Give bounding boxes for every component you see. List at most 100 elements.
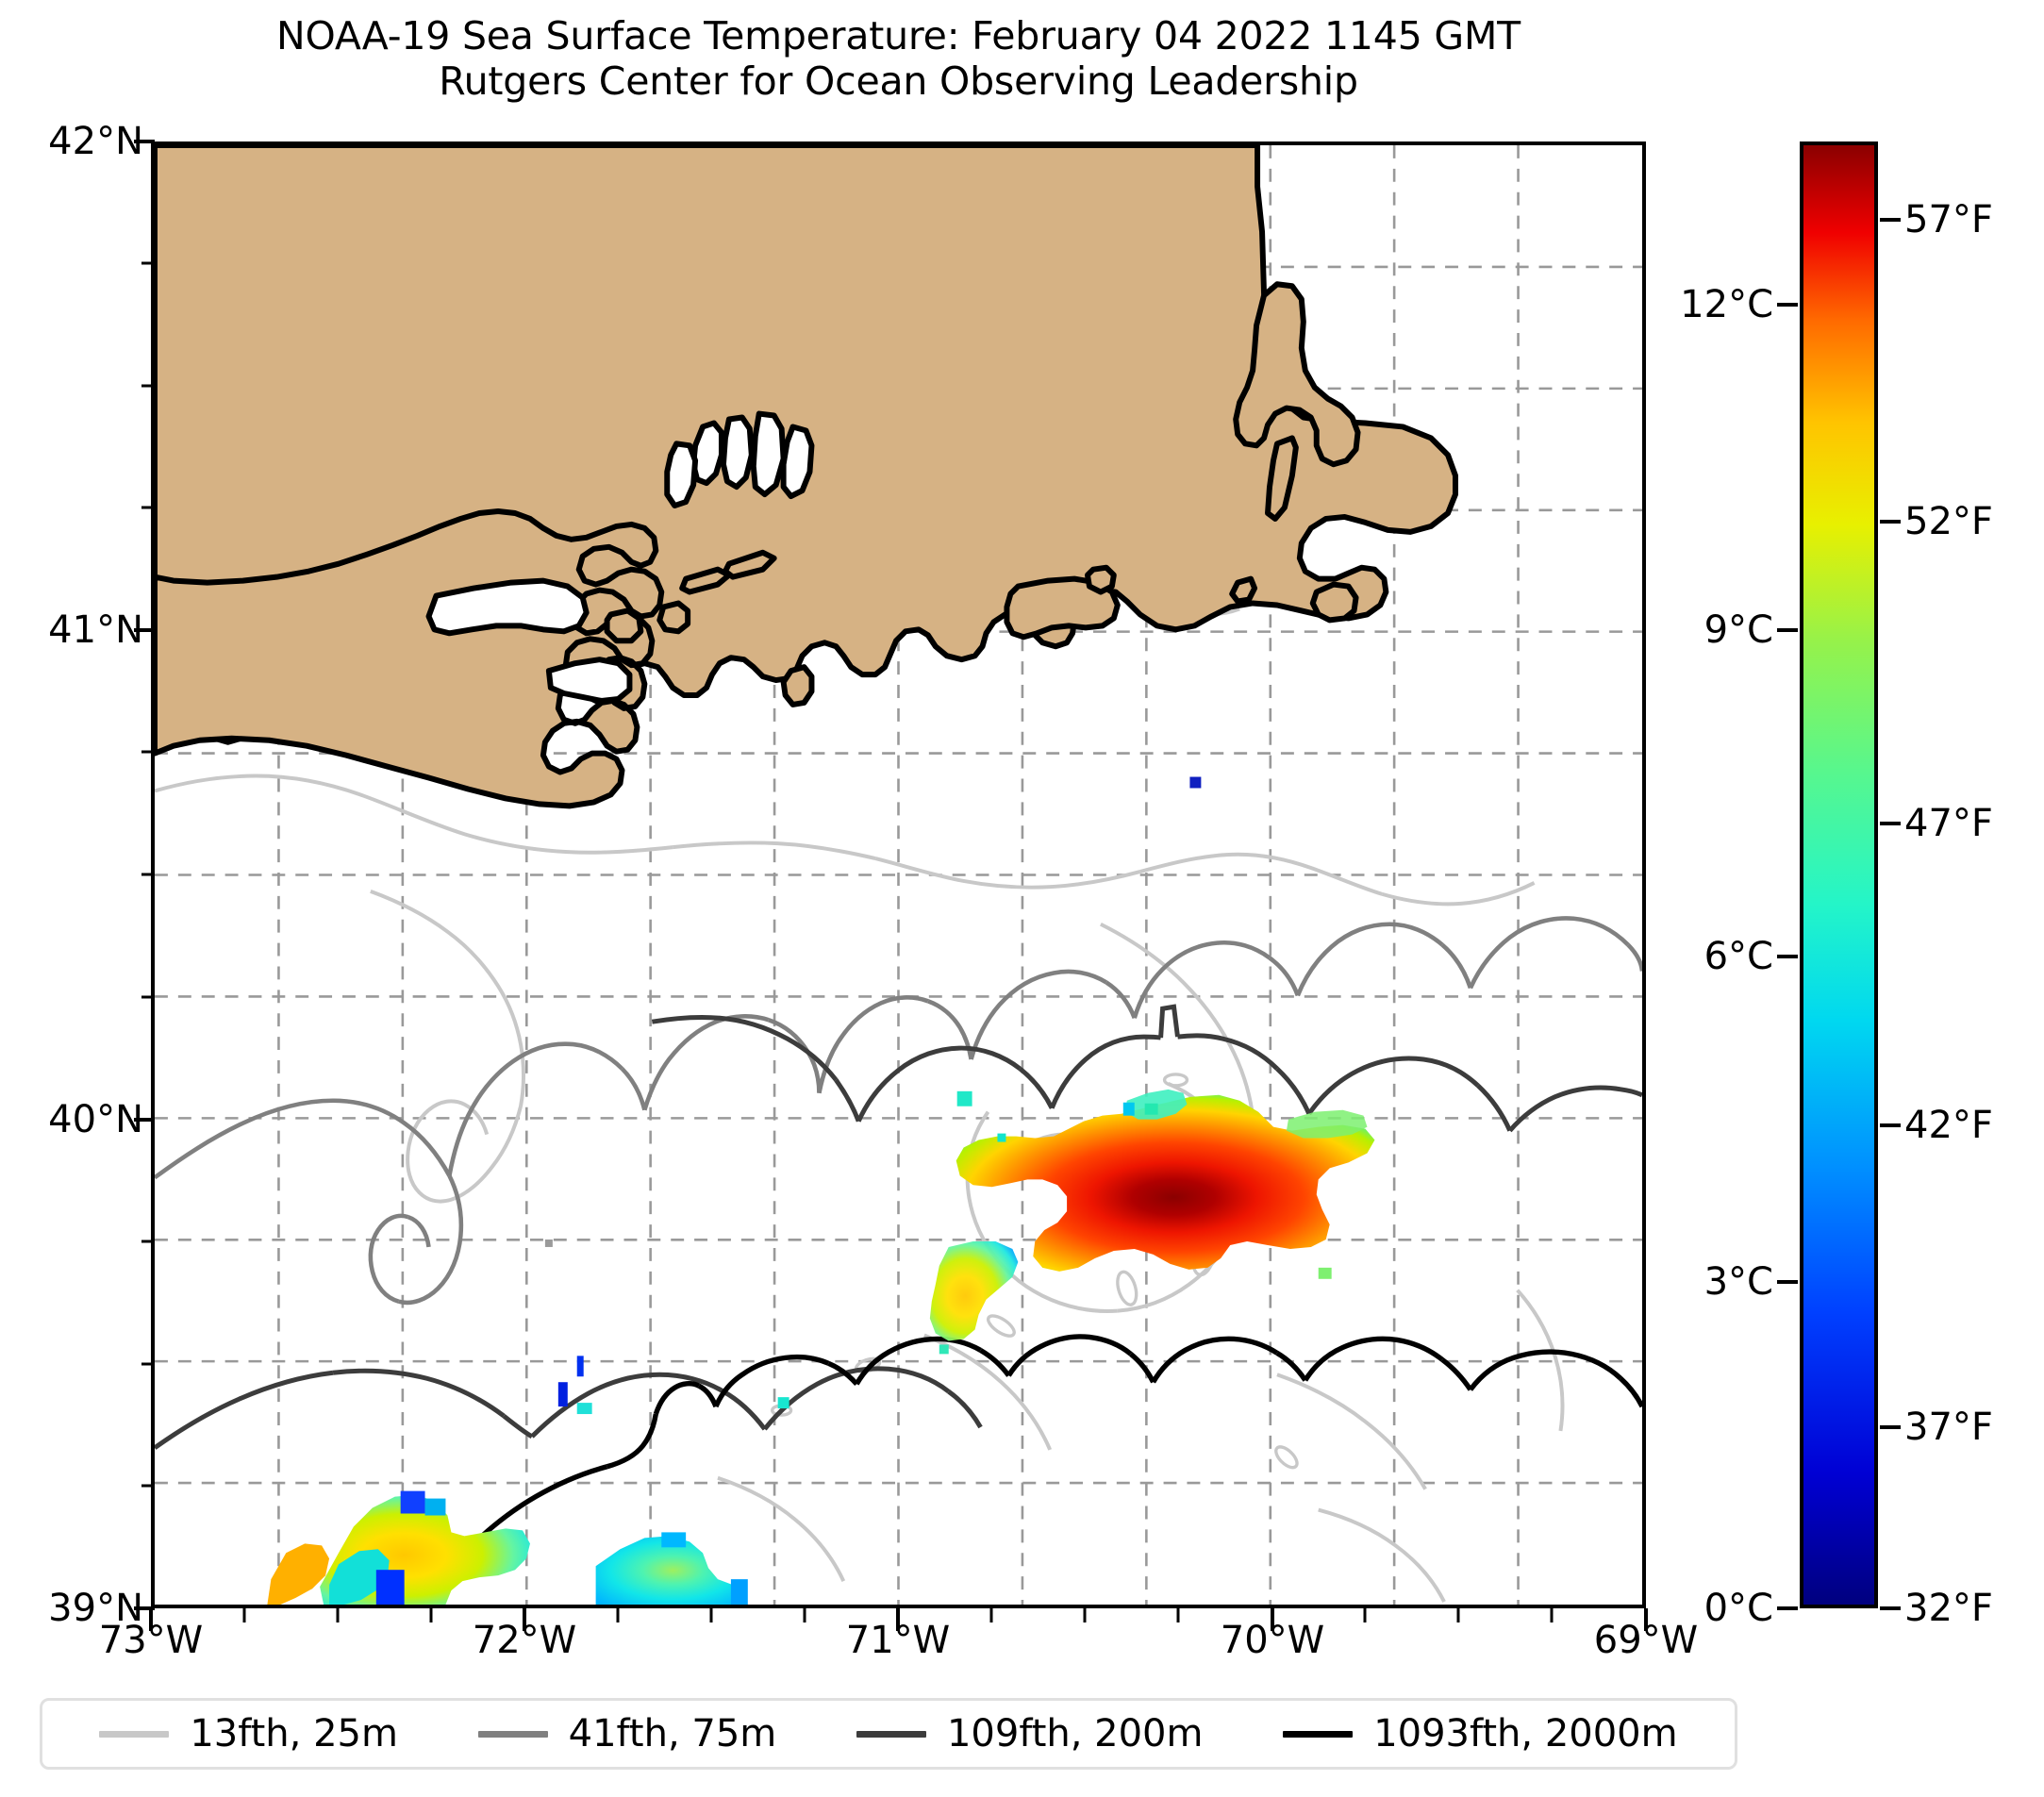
xtick-minor (1456, 1608, 1460, 1622)
nantucket (1309, 581, 1359, 624)
ytick-minor (141, 1240, 155, 1243)
peconic-bay (545, 657, 633, 704)
map-clip-region (155, 145, 1642, 1605)
cb-tick-f (1880, 520, 1901, 524)
title-line-2: Rutgers Center for Ocean Observing Leade… (439, 58, 1358, 105)
monomoy-island (1265, 435, 1299, 522)
colorbar-celsius-labels: 0°C 3°C 6°C 9°C 12°C (1679, 141, 1800, 1630)
cb-tick-c (1777, 1606, 1798, 1610)
sst-warm-core-ring (929, 1089, 1375, 1341)
shelter-island (604, 607, 644, 644)
ytick-label-40n: 40°N (48, 1098, 143, 1141)
marthas-vineyard-north-tip (1084, 564, 1117, 595)
colorbar-fahrenheit-labels: 32°F 37°F 42°F 47°F 52°F 57°F (1878, 141, 2044, 1630)
ytick-minor (141, 750, 155, 754)
legend-label-200m: 109fth, 200m (946, 1712, 1204, 1755)
legend-label-75m: 41fth, 75m (568, 1712, 777, 1755)
xtick-minor (1083, 1608, 1087, 1622)
cb-label-12c: 12°C (1680, 283, 1773, 326)
xtick-major (149, 1608, 153, 1631)
ytick-label-39n: 39°N (48, 1587, 143, 1630)
xtick-minor (336, 1608, 340, 1622)
isobath-200m (155, 1004, 1642, 1450)
legend-line-200m-icon (856, 1730, 926, 1738)
cb-tick-f (1880, 1123, 1901, 1127)
xtick-minor (1176, 1608, 1180, 1622)
bathymetry-legend: 13fth, 25m 41fth, 75m 109fth, 200m 1093f… (40, 1698, 1737, 1770)
sst-cold-patch-west (267, 1490, 530, 1605)
ytick-major (134, 1118, 155, 1122)
cb-label-9c: 9°C (1703, 608, 1773, 652)
ytick-minor (141, 384, 155, 388)
legend-item-75m[interactable]: 41fth, 75m (477, 1712, 777, 1755)
sst-map-plot[interactable] (151, 141, 1646, 1608)
ytick-minor (141, 1484, 155, 1488)
legend-label-2000m: 1093fth, 2000m (1373, 1712, 1678, 1755)
colorbar[interactable] (1800, 141, 1878, 1608)
fishers-island (679, 566, 732, 595)
cb-label-6c: 6°C (1703, 935, 1773, 978)
cb-tick-f (1880, 218, 1901, 222)
legend-label-25m: 13fth, 25m (190, 1712, 398, 1755)
cb-label-57f: 57°F (1904, 198, 1993, 241)
xtick-minor (1550, 1608, 1554, 1622)
ytick-major (134, 140, 155, 143)
cb-label-42f: 42°F (1904, 1104, 1993, 1147)
xtick-major (523, 1608, 526, 1631)
ytick-minor (141, 506, 155, 509)
cape-cod (1233, 281, 1361, 468)
land-polygons (155, 145, 1458, 809)
colorbar-gradient (1803, 145, 1874, 1605)
sst-cold-patch-east (595, 1532, 748, 1605)
cb-tick-f (1880, 822, 1901, 825)
legend-item-2000m[interactable]: 1093fth, 2000m (1283, 1712, 1678, 1755)
xtick-major (1271, 1608, 1274, 1631)
sst-speckle-pixels (544, 776, 1332, 1415)
xtick-minor (709, 1608, 713, 1622)
narragansett-gap-3 (750, 410, 787, 498)
xtick-minor (803, 1608, 806, 1622)
muskeget-island (1229, 575, 1258, 605)
legend-line-75m-icon (477, 1730, 548, 1738)
plum-island (722, 549, 777, 580)
chart-title: NOAA-19 Sea Surface Temperature: Februar… (0, 13, 1797, 105)
ytick-major (134, 628, 155, 632)
narragansett-gap-4 (780, 424, 815, 500)
legend-item-200m[interactable]: 109fth, 200m (856, 1712, 1204, 1755)
xtick-minor (989, 1608, 993, 1622)
ytick-minor (141, 1362, 155, 1366)
cb-tick-c (1777, 628, 1798, 632)
block-island (780, 664, 815, 707)
ytick-major (134, 1606, 155, 1610)
xtick-minor (616, 1608, 620, 1622)
ytick-label-41n: 41°N (48, 608, 143, 652)
gardiners-island (656, 600, 691, 635)
cb-tick-c (1777, 303, 1798, 307)
cb-tick-c (1777, 955, 1798, 958)
title-line-1: NOAA-19 Sea Surface Temperature: Februar… (276, 13, 1521, 58)
cb-label-3c: 3°C (1703, 1260, 1773, 1304)
cb-label-32f: 32°F (1904, 1587, 1993, 1630)
xtick-minor (1363, 1608, 1367, 1622)
ytick-minor (141, 873, 155, 876)
legend-item-25m[interactable]: 13fth, 25m (99, 1712, 398, 1755)
xtick-minor (242, 1608, 246, 1622)
legend-line-2000m-icon (1283, 1730, 1354, 1738)
ytick-minor (141, 995, 155, 999)
narragansett-gap-2 (720, 414, 755, 491)
xtick-minor (429, 1608, 433, 1622)
cb-label-37f: 37°F (1904, 1406, 1993, 1449)
cb-tick-c (1777, 1280, 1798, 1284)
cb-label-47f: 47°F (1904, 802, 1993, 845)
long-island-sound-inner (425, 577, 590, 637)
map-canvas (155, 145, 1642, 1605)
cb-label-52f: 52°F (1904, 500, 1993, 543)
cb-label-0c: 0°C (1703, 1587, 1773, 1630)
xtick-major (896, 1608, 900, 1631)
cb-tick-f (1880, 1606, 1901, 1610)
ytick-minor (141, 261, 155, 265)
narragansett-gap-5 (664, 441, 699, 509)
xtick-major (1644, 1608, 1648, 1631)
cb-tick-f (1880, 1425, 1901, 1429)
ytick-label-42n: 42°N (48, 120, 143, 163)
